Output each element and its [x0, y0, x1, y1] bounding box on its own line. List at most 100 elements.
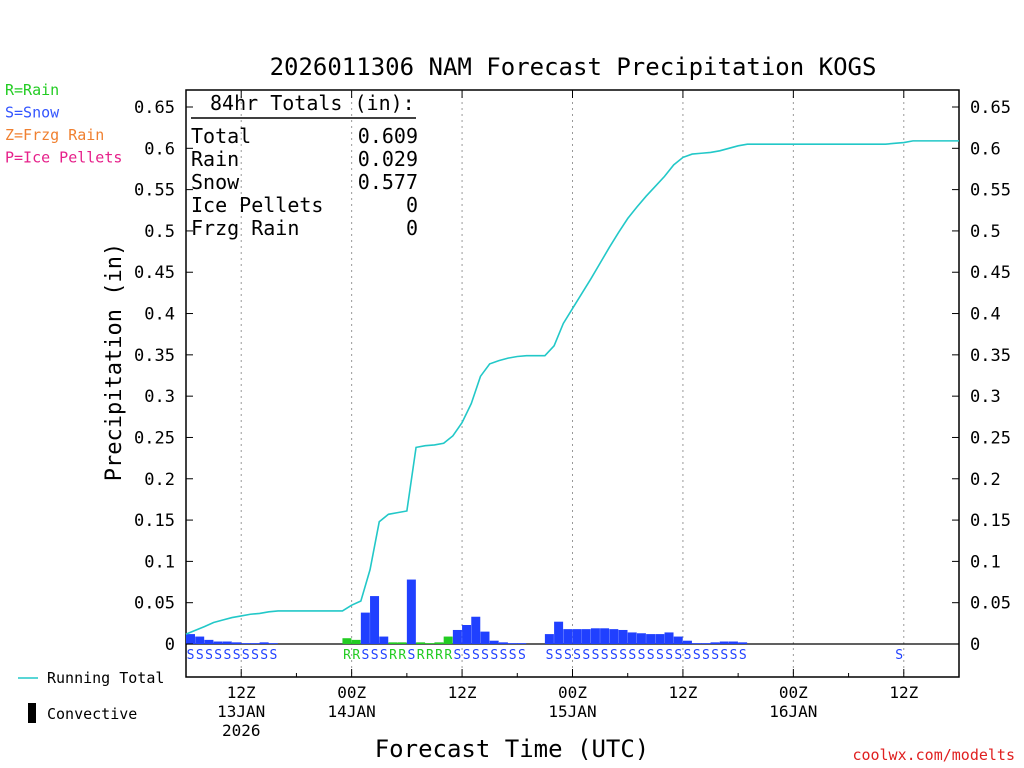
- ptype-letter: S: [619, 648, 627, 663]
- precip-bar: [379, 636, 389, 644]
- x-tick-label: 12Z: [448, 683, 477, 702]
- precip-bar: [406, 579, 416, 644]
- x-tick-label: 12Z: [668, 683, 697, 702]
- y-tick-label-left: 0.45: [134, 263, 175, 283]
- ptype-legend-item: P=Ice Pellets: [5, 149, 122, 167]
- precip-bar: [259, 642, 269, 644]
- ptype-letter: S: [187, 648, 195, 663]
- ptype-letter: S: [205, 648, 213, 663]
- ptype-letter: S: [490, 648, 498, 663]
- totals-row-label: Rain: [191, 147, 239, 171]
- x-axis-label: Forecast Time (UTC): [375, 735, 650, 763]
- x-tick-label: 12Z: [889, 683, 918, 702]
- ptype-letter: R: [343, 648, 351, 663]
- y-tick-label-left: 0.2: [144, 470, 175, 490]
- ptype-letter: R: [389, 648, 397, 663]
- running-total-layer: [185, 140, 959, 635]
- y-tick-label-left: 0.05: [134, 594, 175, 614]
- precip-bar: [581, 629, 591, 644]
- ptype-letter: S: [555, 648, 563, 663]
- precip-bar: [554, 621, 564, 644]
- totals-row-value: 0.577: [358, 170, 418, 194]
- y-tick-label-right: 0: [970, 635, 980, 655]
- ptype-letter: S: [647, 648, 655, 663]
- totals-header: 84hr Totals (in):: [210, 91, 415, 115]
- ptype-letter: S: [573, 648, 581, 663]
- precip-bar: [232, 642, 242, 644]
- precip-bar: [222, 641, 232, 644]
- y-tick-label-left: 0.15: [134, 511, 175, 531]
- ptype-legend-item: Z=Frzg Rain: [5, 126, 104, 144]
- ptype-legend-item: R=Rain: [5, 81, 59, 99]
- ptype-letter: S: [270, 648, 278, 663]
- precip-bar: [241, 643, 251, 644]
- totals-row-label: Frzg Rain: [191, 216, 299, 240]
- running-total-line: [185, 140, 959, 635]
- y-axis-label: Precipitation (in): [102, 243, 127, 481]
- ptype-legend-item: S=Snow: [5, 104, 60, 122]
- y-tick-label-right: 0.35: [970, 346, 1011, 366]
- ptype-letter: S: [610, 648, 618, 663]
- totals-row-label: Total: [191, 124, 251, 148]
- y-tick-label-right: 0.15: [970, 511, 1011, 531]
- precip-bar: [342, 638, 352, 644]
- x-tick-label: 13JAN: [217, 702, 265, 721]
- ptype-letter: S: [592, 648, 600, 663]
- y-tick-label-right: 0.55: [970, 181, 1011, 201]
- precip-bar: [609, 629, 619, 644]
- precip-bar: [627, 632, 637, 644]
- x-tick-label: 12Z: [227, 683, 256, 702]
- ptype-letter: S: [509, 648, 517, 663]
- precip-bar: [268, 643, 278, 644]
- ptype-letter: S: [260, 648, 268, 663]
- ptype-letter: S: [628, 648, 636, 663]
- ptype-letter: R: [426, 648, 434, 663]
- x-tick-label: 16JAN: [769, 702, 817, 721]
- x-tick-label: 00Z: [558, 683, 587, 702]
- precip-bar: [471, 616, 481, 644]
- y-tick-label-right: 0.5: [970, 222, 1001, 242]
- precip-bar: [508, 643, 518, 644]
- ptype-letter: S: [638, 648, 646, 663]
- ptype-legend: R=Rain S=Snow Z=Frzg Rain P=Ice Pellets: [5, 81, 122, 167]
- credit-text: coolwx.com/modelts: [852, 746, 1015, 764]
- precip-bar: [416, 642, 426, 644]
- precip-bar: [572, 629, 582, 644]
- x-tick-label: 00Z: [779, 683, 808, 702]
- y-tick-label-left: 0.4: [144, 305, 175, 325]
- x-tick-label: 00Z: [337, 683, 366, 702]
- precip-bar: [452, 629, 462, 644]
- precip-bar: [590, 628, 600, 644]
- ptype-letter: S: [711, 648, 719, 663]
- ptype-letter: S: [408, 648, 416, 663]
- totals-row-value: 0: [406, 216, 418, 240]
- ptype-letter: S: [463, 648, 471, 663]
- y-tick-label-left: 0.6: [144, 139, 175, 159]
- y-tick-label-right: 0.65: [970, 98, 1011, 118]
- y-tick-label-left: 0.3: [144, 387, 175, 407]
- precip-bar: [701, 643, 711, 644]
- ptype-letter: S: [454, 648, 462, 663]
- precip-bar: [213, 641, 223, 644]
- chart-title: 2026011306 NAM Forecast Precipitation KO…: [270, 53, 877, 81]
- ptype-letter: S: [684, 648, 692, 663]
- ptype-letter: S: [702, 648, 710, 663]
- ptype-letter: S: [500, 648, 508, 663]
- ptype-letter: S: [895, 648, 903, 663]
- precip-bar: [351, 639, 361, 644]
- ptype-letter: R: [444, 648, 452, 663]
- totals-row-label: Snow: [191, 170, 240, 194]
- totals-row-label: Ice Pellets: [191, 193, 323, 217]
- precip-bar: [489, 640, 499, 644]
- ptype-letter: S: [472, 648, 480, 663]
- precip-bar: [250, 643, 260, 644]
- y-tick-label-right: 0.2: [970, 470, 1001, 490]
- ptype-letter: S: [362, 648, 370, 663]
- precip-bar: [655, 634, 665, 644]
- precip-bar: [636, 633, 646, 644]
- ptype-letter: S: [693, 648, 701, 663]
- ptype-letter: S: [674, 648, 682, 663]
